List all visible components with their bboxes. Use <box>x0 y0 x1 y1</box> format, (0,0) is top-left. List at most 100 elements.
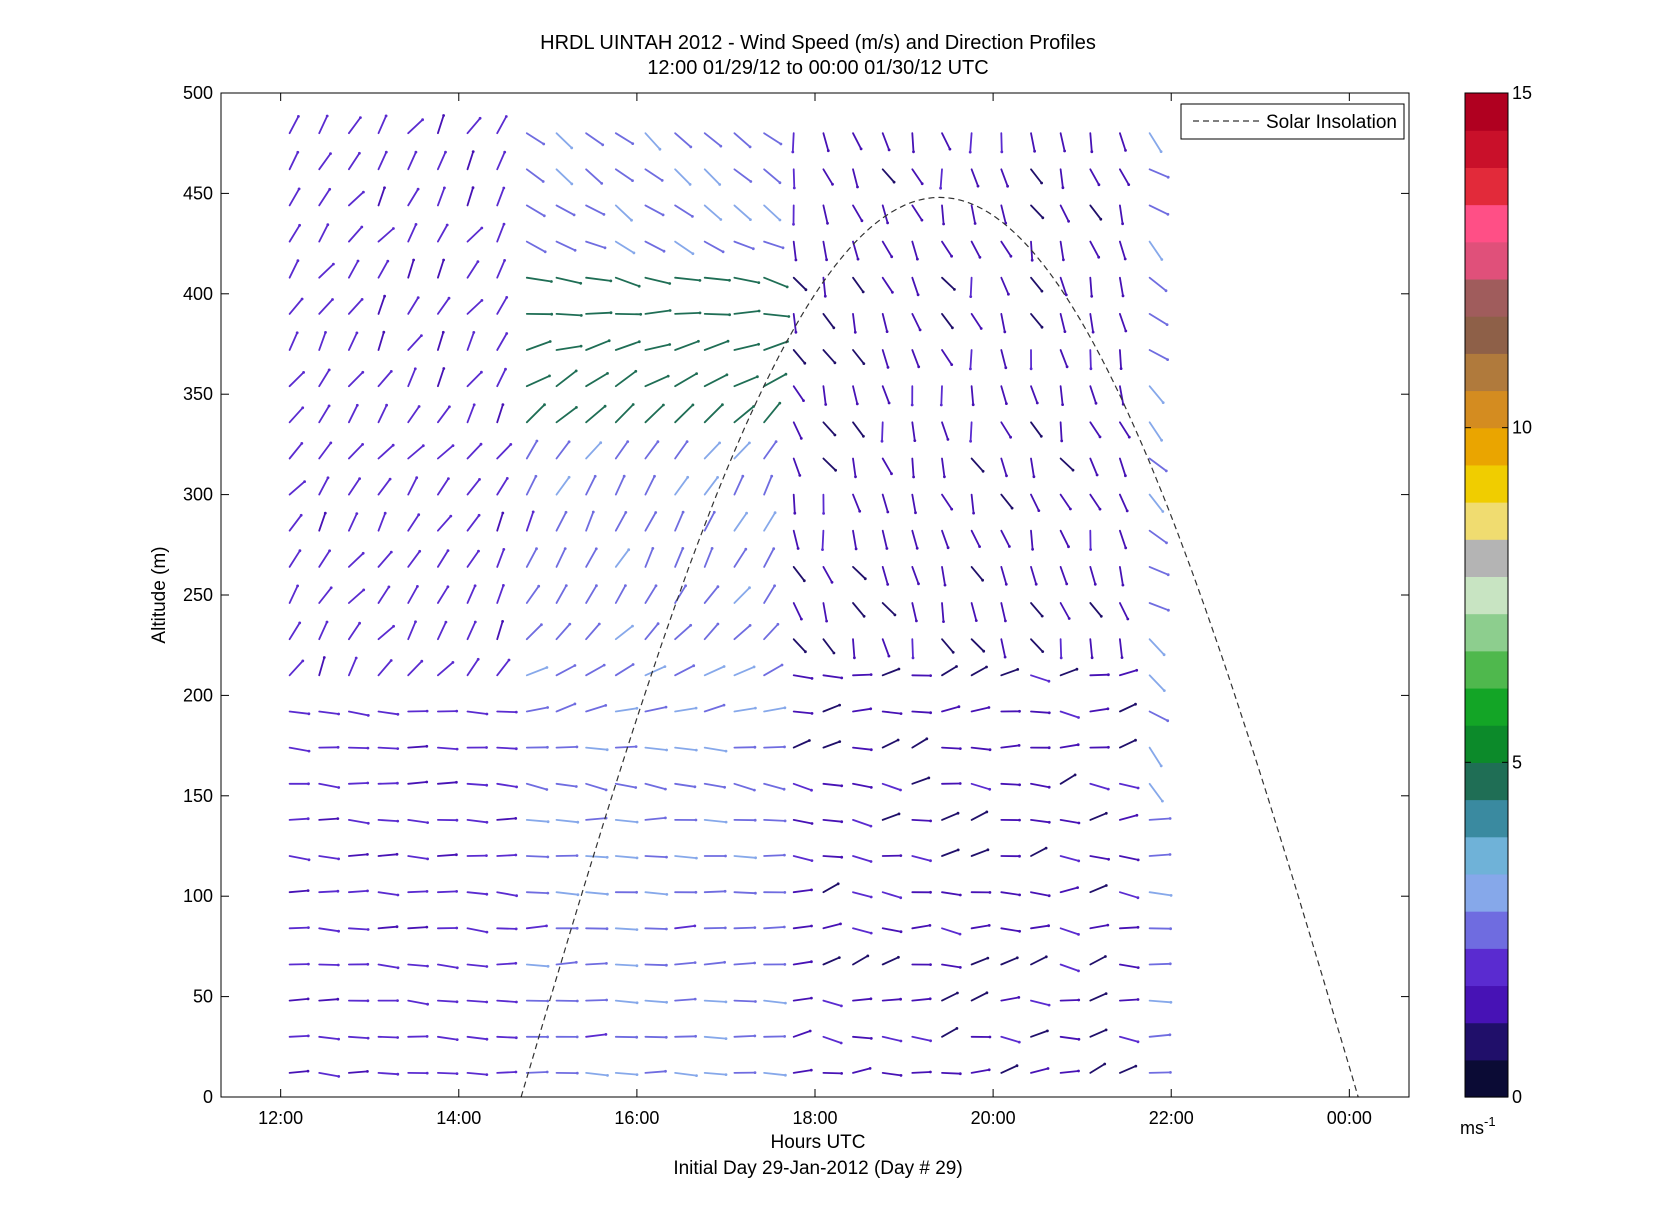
wind-arrow-head <box>1124 329 1128 333</box>
wind-arrow-head <box>1064 293 1068 297</box>
wind-arrow-head <box>654 511 658 514</box>
wind-arrow <box>852 602 865 618</box>
wind-arrow <box>377 625 395 641</box>
wind-arrow-head <box>791 150 795 154</box>
wind-arrow <box>1148 602 1170 612</box>
colorbar-band <box>1465 204 1508 243</box>
wind-arrow-head <box>929 859 932 863</box>
wind-arrow <box>1148 891 1172 897</box>
wind-arrow <box>674 998 697 1002</box>
wind-arrow <box>496 854 517 857</box>
wind-arrow-head <box>920 182 924 186</box>
wind-arrow <box>1148 817 1171 821</box>
wind-arrow-head <box>392 227 395 230</box>
wind-arrow-head <box>782 787 786 791</box>
wind-arrow-head <box>724 1037 728 1040</box>
colorbar-band <box>1465 539 1508 578</box>
wind-arrow <box>881 638 890 657</box>
wind-arrow <box>1119 926 1139 930</box>
wind-arrow <box>1148 566 1170 576</box>
wind-arrow-head <box>307 962 310 966</box>
wind-arrow <box>1000 956 1019 966</box>
wind-arrow-head <box>605 927 609 931</box>
wind-arrow-head <box>832 326 836 330</box>
wind-arrow-head <box>504 115 508 118</box>
wind-arrow-head <box>686 475 690 479</box>
wind-arrow-head <box>383 294 386 298</box>
wind-arrow <box>288 998 310 1002</box>
wind-arrow-head <box>794 330 798 334</box>
wind-arrow-head <box>833 361 837 365</box>
wind-arrow-head <box>609 279 613 283</box>
wind-arrow-head <box>362 588 366 592</box>
wind-arrow <box>407 444 425 460</box>
wind-arrow-head <box>869 931 873 935</box>
wind-arrow <box>614 132 634 145</box>
wind-arrow-head <box>773 584 776 588</box>
wind-arrow-head <box>810 712 814 715</box>
wind-arrow <box>1000 1064 1018 1074</box>
wind-arrow-head <box>634 369 638 373</box>
wind-arrow <box>674 340 700 351</box>
wind-arrow-head <box>693 785 697 789</box>
wind-arrow <box>852 493 861 513</box>
wind-arrow-head <box>298 549 302 553</box>
wind-arrow-head <box>693 961 697 964</box>
wind-arrow <box>555 369 578 388</box>
wind-arrow-head <box>535 547 538 551</box>
wind-arrow <box>644 1035 668 1039</box>
wind-arrow-head <box>575 1071 579 1075</box>
wind-arrow-head <box>603 404 607 408</box>
wind-arrow <box>525 547 538 568</box>
wind-arrow <box>674 664 695 677</box>
wind-arrow-head <box>664 816 667 820</box>
wind-arrow-head <box>421 444 425 448</box>
wind-arrow-head <box>770 474 774 478</box>
wind-arrow-head <box>1029 367 1033 371</box>
wind-arrow-head <box>1047 894 1051 898</box>
wind-arrow-head <box>840 1004 843 1008</box>
wind-arrow <box>881 204 889 224</box>
wind-arrow <box>822 602 828 622</box>
wind-arrow-head <box>306 889 310 892</box>
wind-arrow-head <box>826 149 830 153</box>
wind-arrow-head <box>1040 289 1044 293</box>
wind-arrow <box>555 819 579 824</box>
wind-arrow <box>1059 312 1066 333</box>
wind-arrow-head <box>916 257 919 261</box>
wind-arrow <box>585 311 612 315</box>
wind-arrow-head <box>1075 667 1079 671</box>
wind-arrow <box>822 923 842 930</box>
wind-arrow-head <box>885 330 889 333</box>
wind-arrow-head <box>979 327 983 330</box>
wind-arrow <box>466 514 481 532</box>
wind-arrow-head <box>413 367 417 371</box>
wind-arrow-head <box>985 991 989 995</box>
wind-arrow <box>1059 710 1080 719</box>
wind-arrow-head <box>1061 186 1065 190</box>
wind-arrow-head <box>1125 509 1129 513</box>
wind-arrow <box>585 704 607 713</box>
wind-arrow-head <box>1018 783 1021 787</box>
wind-arrow-head <box>631 142 635 146</box>
wind-arrow <box>585 1033 607 1038</box>
wind-arrow-head <box>573 248 577 252</box>
wind-arrow-head <box>606 892 609 896</box>
wind-arrow-head <box>337 1075 341 1078</box>
wind-arrow <box>377 782 399 785</box>
wind-arrow-head <box>943 583 947 587</box>
wind-arrow <box>911 710 932 714</box>
wind-arrow-head <box>604 788 608 792</box>
wind-arrow-head <box>694 706 698 710</box>
wind-arrow <box>1119 204 1124 225</box>
wind-arrow <box>733 1035 756 1038</box>
wind-arrow-head <box>1104 992 1108 995</box>
wind-arrow <box>852 204 863 222</box>
wind-arrow <box>407 188 420 207</box>
wind-arrow-head <box>507 658 511 662</box>
wind-arrow <box>822 674 843 679</box>
wind-arrow-head <box>337 786 341 789</box>
wind-arrow-head <box>1106 787 1110 791</box>
wind-arrow-head <box>455 780 458 784</box>
wind-arrow-head <box>721 403 724 407</box>
